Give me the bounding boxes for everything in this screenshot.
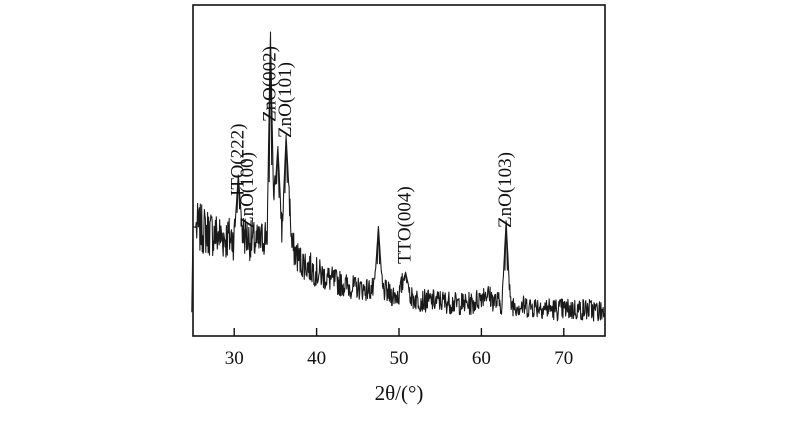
x-tick-labels: 30 40 50 60 70 xyxy=(225,348,574,369)
peak-label: ITO(222) xyxy=(227,124,248,196)
x-ticks xyxy=(233,328,565,336)
x-tick-label: 70 xyxy=(554,348,573,369)
x-axis-label: 2θ/(°) xyxy=(375,381,424,405)
peak-label: ZnO(103) xyxy=(495,152,516,228)
xrd-trace xyxy=(191,31,606,322)
peak-label: ZnO(100) xyxy=(237,152,258,228)
peak-labels: ITO(222)ZnO(100) ZnO(002)ZnO(101) TTO(004)… xyxy=(227,46,516,264)
x-tick-label: 60 xyxy=(472,348,491,369)
x-tick-label: 40 xyxy=(307,348,326,369)
peak-label: TTO(004) xyxy=(395,186,416,264)
peak-label: ZnO(002) xyxy=(260,46,281,122)
peak-label: ZnO(101) xyxy=(275,62,296,138)
x-tick-label: 30 xyxy=(225,348,244,369)
x-tick-label: 50 xyxy=(390,348,409,369)
